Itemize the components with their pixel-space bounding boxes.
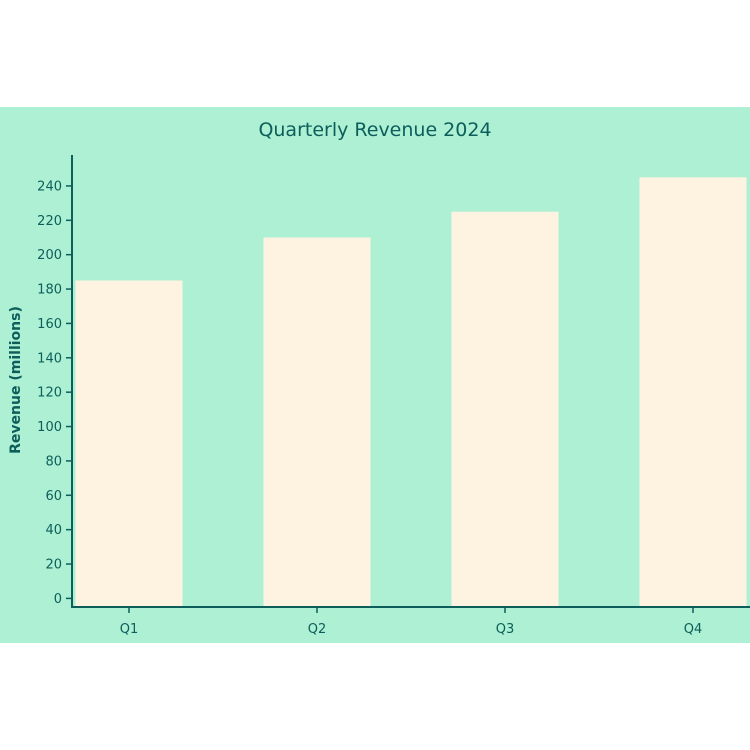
y-tick-label: 120 xyxy=(37,386,62,401)
bar-q1 xyxy=(75,280,183,607)
chart-panel: Quarterly Revenue 2024 Revenue (millions… xyxy=(0,107,750,643)
y-tick-label: 40 xyxy=(45,523,62,538)
x-tick-label-q2: Q2 xyxy=(308,622,327,637)
bar-chart: Quarterly Revenue 2024 Revenue (millions… xyxy=(0,107,750,643)
y-tick-label: 0 xyxy=(54,592,62,607)
x-tick-label-q3: Q3 xyxy=(496,622,515,637)
y-tick-label: 140 xyxy=(37,351,62,366)
x-tick-label-q4: Q4 xyxy=(684,622,703,637)
y-tick-label: 60 xyxy=(45,489,62,504)
bar-q4 xyxy=(639,177,747,607)
y-axis-ticks: 0 20 40 60 80 100 120 140 160 180 200 220 240 xyxy=(37,179,72,607)
y-tick-label: 160 xyxy=(37,317,62,332)
y-tick-label: 240 xyxy=(37,179,62,194)
y-tick-label: 20 xyxy=(45,558,62,573)
y-tick-label: 100 xyxy=(37,420,62,435)
bar-q2 xyxy=(263,237,371,607)
y-tick-label: 200 xyxy=(37,248,62,263)
y-tick-label: 80 xyxy=(45,454,62,469)
y-tick-label: 220 xyxy=(37,214,62,229)
x-axis-ticks: Q1 Q2 Q3 Q4 xyxy=(120,607,703,637)
y-axis-label: Revenue (millions) xyxy=(8,306,24,454)
bar-q3 xyxy=(451,211,559,607)
x-tick-label-q1: Q1 xyxy=(120,622,139,637)
y-tick-label: 180 xyxy=(37,283,62,298)
bars-group xyxy=(75,177,747,607)
chart-title: Quarterly Revenue 2024 xyxy=(258,119,491,141)
